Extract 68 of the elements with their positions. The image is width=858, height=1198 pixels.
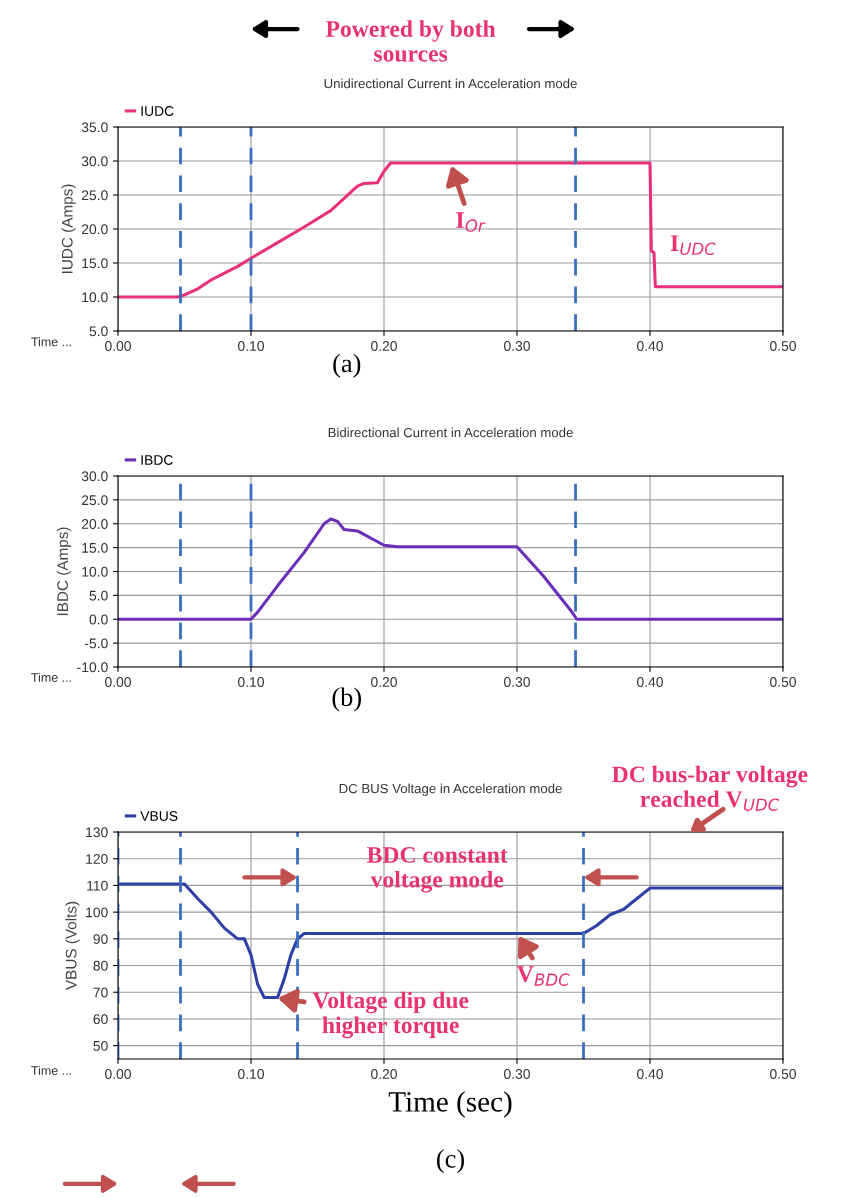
chart-title: DC BUS Voltage in Acceleration mode — [339, 783, 562, 796]
x-tick-label: 0.00 — [105, 341, 131, 351]
y-tick-label: 30.0 — [81, 471, 108, 482]
x-tick-label: 0.20 — [371, 341, 397, 351]
x-tick-label: 0.40 — [637, 677, 663, 687]
text: (a) — [333, 353, 361, 378]
x-axis-title: Time ... — [31, 337, 71, 347]
y-tick-label: 110 — [87, 880, 108, 891]
y-tick-label: 5.0 — [89, 590, 108, 601]
x-tick-label: 0.10 — [238, 341, 264, 351]
y-tick-label: 5.0 — [89, 326, 108, 337]
y-tick-label: 25.0 — [81, 190, 108, 201]
y-tick-label: 0.0 — [89, 614, 108, 625]
annotation: I$_{UDC}$ — [670, 235, 716, 255]
y-tick-label: 90 — [93, 934, 108, 944]
chart-title: Bidirectional Current in Acceleration mode — [328, 427, 573, 438]
legend-label: VBUS — [140, 811, 178, 821]
y-tick-label: 20.0 — [81, 224, 108, 235]
legend-label: IBDC — [141, 455, 173, 465]
x-axis-title: Time ... — [31, 672, 71, 682]
y-tick-label: 60 — [93, 1014, 108, 1025]
x-tick-label: 0.00 — [105, 677, 131, 687]
x-tick-label: 0.30 — [504, 1069, 530, 1079]
y-tick-label: 100 — [86, 907, 108, 918]
x-tick-label: 0.40 — [637, 341, 663, 351]
text: Powered by both sources — [325, 20, 496, 62]
text: DC bus-bar voltage reached V$_{UDC}$ — [612, 765, 808, 811]
y-tick-label: 35.0 — [81, 122, 108, 133]
y-tick-label: 15.0 — [82, 258, 108, 269]
x-tick-label: 0.20 — [371, 1069, 397, 1079]
x-tick-label: 0.50 — [770, 341, 796, 351]
y-tick-label: 70 — [93, 987, 108, 998]
y-tick-label: 10.0 — [82, 566, 108, 577]
line-series — [118, 161, 783, 299]
y-tick-label: -10.0 — [77, 662, 108, 673]
y-tick-label: 50 — [93, 1040, 108, 1051]
y-tick-label: 30.0 — [81, 156, 108, 167]
chart-title: Unidirectional Current in Acceleration mode — [324, 78, 577, 89]
y-tick-label: 15.0 — [82, 542, 108, 553]
y-tick-label: 25.0 — [81, 495, 108, 506]
y-tick-label: -5.0 — [84, 638, 108, 649]
y-tick-label: 130 — [86, 827, 108, 838]
y-axis-title: IUDC (Amps) — [61, 184, 76, 273]
line-series — [118, 517, 783, 621]
x-tick-label: 0.10 — [238, 1069, 264, 1079]
text: (c) — [437, 1149, 464, 1174]
x-tick-label: 0.10 — [238, 677, 264, 687]
x-tick-label: 0.30 — [504, 341, 530, 351]
x-tick-label: 0.50 — [770, 1069, 796, 1079]
x-tick-label: 0.40 — [637, 1069, 663, 1079]
y-tick-label: 80 — [93, 960, 108, 971]
y-tick-label: 120 — [86, 854, 108, 864]
annotation: I$_{Or}$ — [456, 212, 486, 232]
text: Time (sec) — [388, 1091, 512, 1118]
x-tick-label: 0.20 — [371, 677, 397, 687]
annotation: BDC constant voltage mode — [367, 846, 508, 893]
x-axis-title: Time ... — [31, 1065, 71, 1075]
text: (b) — [332, 687, 361, 712]
y-tick-label: 10.0 — [82, 292, 108, 303]
x-tick-label: 0.50 — [770, 677, 796, 687]
x-tick-label: 0.30 — [504, 677, 530, 687]
y-axis-title: VBUS (Volts) — [65, 901, 80, 991]
y-tick-label: 20.0 — [81, 519, 108, 529]
y-axis-title: IBDC (Amps) — [56, 527, 72, 616]
x-tick-label: 0.00 — [105, 1069, 131, 1079]
annotation: V$_{BDC}$ — [517, 966, 570, 986]
annotation: Voltage dip due higher torque — [312, 991, 469, 1039]
legend-label: IUDC — [141, 106, 174, 116]
